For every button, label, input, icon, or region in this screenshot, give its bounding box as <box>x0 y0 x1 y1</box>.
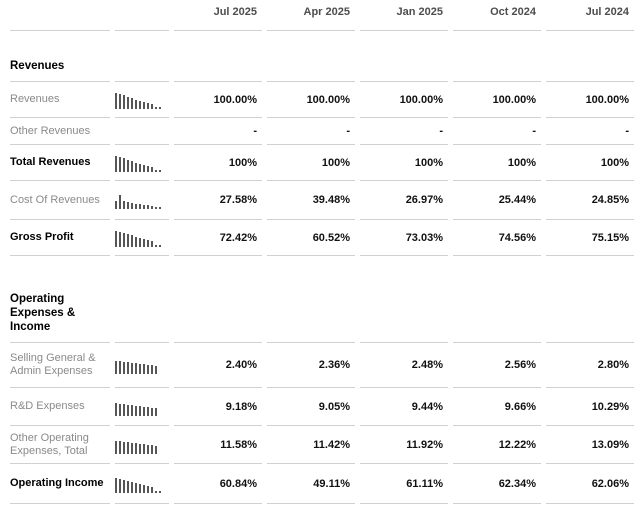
trend-sparkline[interactable] <box>115 91 165 109</box>
cell-value: 27.58% <box>174 181 262 220</box>
trend-sparkline[interactable] <box>115 356 165 374</box>
row-label: Other Operating Expenses, Total <box>10 426 110 464</box>
row-label: Cost Of Revenues <box>10 181 110 220</box>
section-title: Revenues <box>10 31 110 82</box>
trend-sparkline[interactable] <box>115 154 165 172</box>
cell-value: 72.42% <box>174 220 262 256</box>
col-header-period-2: Apr 2025 <box>267 0 355 31</box>
cell-value: 61.11% <box>360 464 448 504</box>
cell-value: 100% <box>174 145 262 181</box>
cell-value: 9.44% <box>360 388 448 426</box>
trend-sparkline[interactable] <box>115 191 165 209</box>
cell-value: 49.11% <box>267 464 355 504</box>
cell-value: 100.00% <box>453 82 541 118</box>
cell-value: 11.58% <box>174 426 262 464</box>
cell-value: - <box>174 118 262 145</box>
cell-value: 2.48% <box>360 343 448 388</box>
row-label: R&D Expenses <box>10 388 110 426</box>
row-label: Selling General & Admin Expenses <box>10 343 110 388</box>
cell-value: 100% <box>453 145 541 181</box>
cell-value: 12.22% <box>453 426 541 464</box>
cell-value: 100.00% <box>546 82 634 118</box>
cell-value: 11.92% <box>360 426 448 464</box>
row-sga-expenses[interactable]: Selling General & Admin Expenses 2.40% 2… <box>10 343 634 388</box>
col-header-period-5: Jul 2024 <box>546 0 634 31</box>
trend-sparkline[interactable] <box>115 475 165 493</box>
col-header-period-4: Oct 2024 <box>453 0 541 31</box>
cell-value: - <box>360 118 448 145</box>
label-column-header <box>10 0 110 31</box>
trend-sparkline[interactable] <box>115 398 165 416</box>
cell-value: 62.06% <box>546 464 634 504</box>
row-cost-of-revenues[interactable]: Cost Of Revenues 27.58% 39.48% 26.97% 25… <box>10 181 634 220</box>
row-other-revenues[interactable]: Other Revenues - - - - - <box>10 118 634 145</box>
section-title: Operating Expenses & Income <box>10 256 110 343</box>
cell-value: 62.34% <box>453 464 541 504</box>
row-other-operating-expenses[interactable]: Other Operating Expenses, Total 11.58% 1… <box>10 426 634 464</box>
cell-value: 75.15% <box>546 220 634 256</box>
row-label: Revenues <box>10 82 110 118</box>
cell-value: 100.00% <box>174 82 262 118</box>
row-label: Other Revenues <box>10 118 110 145</box>
cell-value: 9.05% <box>267 388 355 426</box>
cell-value: - <box>546 118 634 145</box>
col-header-period-3: Jan 2025 <box>360 0 448 31</box>
cell-value: 100.00% <box>360 82 448 118</box>
row-label: Operating Income <box>10 464 110 504</box>
cell-value: 73.03% <box>360 220 448 256</box>
cell-value: 9.66% <box>453 388 541 426</box>
spark-column-header <box>115 0 169 31</box>
section-header-revenues: Revenues <box>10 31 634 82</box>
trend-sparkline[interactable] <box>115 436 165 454</box>
period-header-row: Jul 2025 Apr 2025 Jan 2025 Oct 2024 Jul … <box>10 0 634 31</box>
cell-value: 26.97% <box>360 181 448 220</box>
cell-value: 2.40% <box>174 343 262 388</box>
row-rd-expenses[interactable]: R&D Expenses 9.18% 9.05% 9.44% 9.66% 10.… <box>10 388 634 426</box>
cell-value: 2.56% <box>453 343 541 388</box>
cell-value: 60.84% <box>174 464 262 504</box>
cell-value: 2.36% <box>267 343 355 388</box>
cell-value: 60.52% <box>267 220 355 256</box>
row-label: Total Revenues <box>10 145 110 181</box>
row-total-revenues[interactable]: Total Revenues 100% 100% 100% 100% 100% <box>10 145 634 181</box>
cell-value: 10.29% <box>546 388 634 426</box>
cell-value: 39.48% <box>267 181 355 220</box>
financials-common-size-table: Jul 2025 Apr 2025 Jan 2025 Oct 2024 Jul … <box>5 0 639 504</box>
cell-value: 11.42% <box>267 426 355 464</box>
cell-value: 100% <box>546 145 634 181</box>
cell-value: - <box>453 118 541 145</box>
cell-value: - <box>267 118 355 145</box>
cell-value: 100% <box>267 145 355 181</box>
cell-value: 9.18% <box>174 388 262 426</box>
cell-value: 25.44% <box>453 181 541 220</box>
row-revenues[interactable]: Revenues 100.00% 100.00% 100.00% 100.00%… <box>10 82 634 118</box>
section-header-operating-expenses: Operating Expenses & Income <box>10 256 634 343</box>
col-header-period-1: Jul 2025 <box>174 0 262 31</box>
cell-value: 13.09% <box>546 426 634 464</box>
cell-value: 74.56% <box>453 220 541 256</box>
trend-sparkline[interactable] <box>115 229 165 247</box>
row-gross-profit[interactable]: Gross Profit 72.42% 60.52% 73.03% 74.56%… <box>10 220 634 256</box>
cell-value: 2.80% <box>546 343 634 388</box>
row-operating-income[interactable]: Operating Income 60.84% 49.11% 61.11% 62… <box>10 464 634 504</box>
row-label: Gross Profit <box>10 220 110 256</box>
cell-value: 100% <box>360 145 448 181</box>
cell-value: 24.85% <box>546 181 634 220</box>
cell-value: 100.00% <box>267 82 355 118</box>
